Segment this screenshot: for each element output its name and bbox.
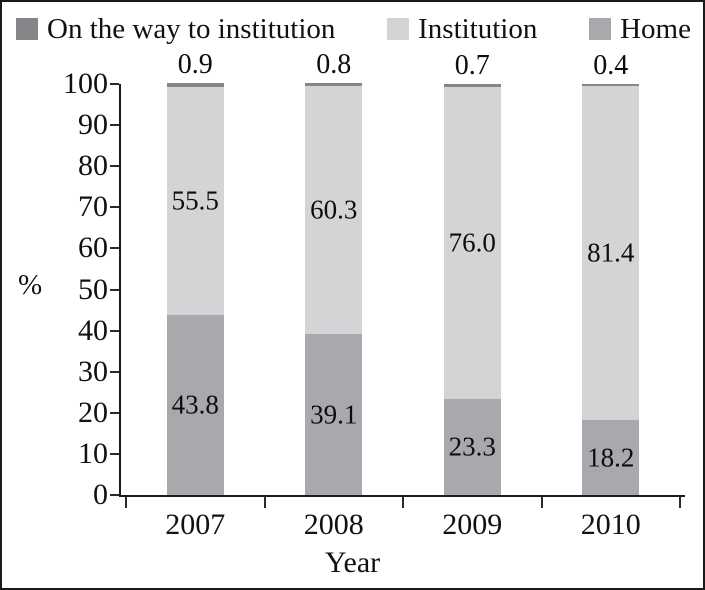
y-axis-tick [110,370,119,373]
y-axis-tick-label: 60 [78,231,108,265]
y-axis-tick [110,124,119,127]
y-axis-tick-label: 90 [78,108,108,142]
y-axis-title: % [18,269,43,301]
bar-segment-on-the-way-to-institution-2009 [443,84,501,87]
bar-segment-on-the-way-to-institution-2007 [166,83,224,87]
legend-swatch-on-the-way-icon [16,18,38,40]
y-axis-tick [110,83,119,85]
x-axis-category-label: 2009 [442,508,503,541]
bar-value-label: 39.1 [310,399,358,430]
legend-item-home: Home [589,12,691,46]
legend: On the way to institution Institution Ho… [16,12,691,46]
legend-label-home: Home [620,13,691,45]
bar-segment-institution-2010 [582,85,640,421]
y-axis-tick-label: 80 [78,149,108,183]
y-axis-tick [110,288,119,291]
bar-segment-on-the-way-to-institution-2008 [305,83,363,87]
bar-segment-on-the-way-to-institution-2010 [582,84,640,86]
legend-swatch-home-icon [589,18,612,40]
y-axis-tick-label: 0 [93,478,108,511]
bar-top-value-label: 0.7 [454,50,490,81]
legend-item-on-the-way: On the way to institution [16,12,335,46]
y-axis-tick [110,247,119,250]
legend-label-institution: Institution [418,13,538,45]
y-axis-tick [110,452,119,455]
bar-value-label: 43.8 [171,389,219,420]
x-axis-category-label: 2010 [580,508,641,541]
y-axis-tick-label: 10 [78,436,108,470]
y-axis-tick-label: 70 [78,190,108,224]
bar-value-label: 18.2 [587,442,635,473]
bar-value-label: 55.5 [171,185,219,216]
x-axis-tick [540,497,543,508]
bar-top-value-label: 0.9 [177,49,213,81]
bar-value-label: 60.3 [310,194,358,225]
x-axis-tick [263,497,266,508]
bar-top-value-label: 0.4 [593,50,629,81]
y-axis-tick-label: 100 [63,67,108,100]
x-axis-title: Year [324,546,381,579]
bar-segment-home-2009 [443,399,501,495]
bar-segment-institution-2007 [166,86,224,315]
y-axis-tick [110,206,119,209]
legend-item-institution: Institution [387,12,537,46]
y-axis-tick [110,329,119,332]
y-axis-tick [110,165,119,168]
bar-segment-home-2008 [305,334,363,495]
y-axis-tick [110,494,119,496]
bar-segment-institution-2009 [443,86,501,400]
bar-value-label: 76.0 [448,227,496,258]
y-axis-tick-label: 40 [78,313,108,347]
x-axis-category-label: 2008 [303,508,364,541]
bar-segment-home-2007 [166,314,224,495]
bar-value-label: 23.3 [448,431,496,462]
bar-segment-home-2010 [582,420,640,495]
legend-swatch-institution-icon [387,18,410,40]
x-axis-tick [679,497,681,508]
x-axis-category-label: 2007 [165,508,226,541]
y-axis-tick [110,411,119,414]
x-axis-tick [125,497,127,508]
x-axis-tick [402,497,404,508]
bar-top-value-label: 0.8 [316,49,352,81]
y-axis-tick-label: 50 [78,272,108,306]
legend-label-on-the-way: On the way to institution [47,13,336,45]
bar-value-label: 81.4 [587,237,635,268]
x-axis-line [119,495,685,497]
bar-segment-institution-2008 [305,86,363,335]
y-axis-line [119,84,121,497]
y-axis-tick-label: 20 [78,395,108,429]
y-axis-tick-label: 30 [78,354,108,388]
